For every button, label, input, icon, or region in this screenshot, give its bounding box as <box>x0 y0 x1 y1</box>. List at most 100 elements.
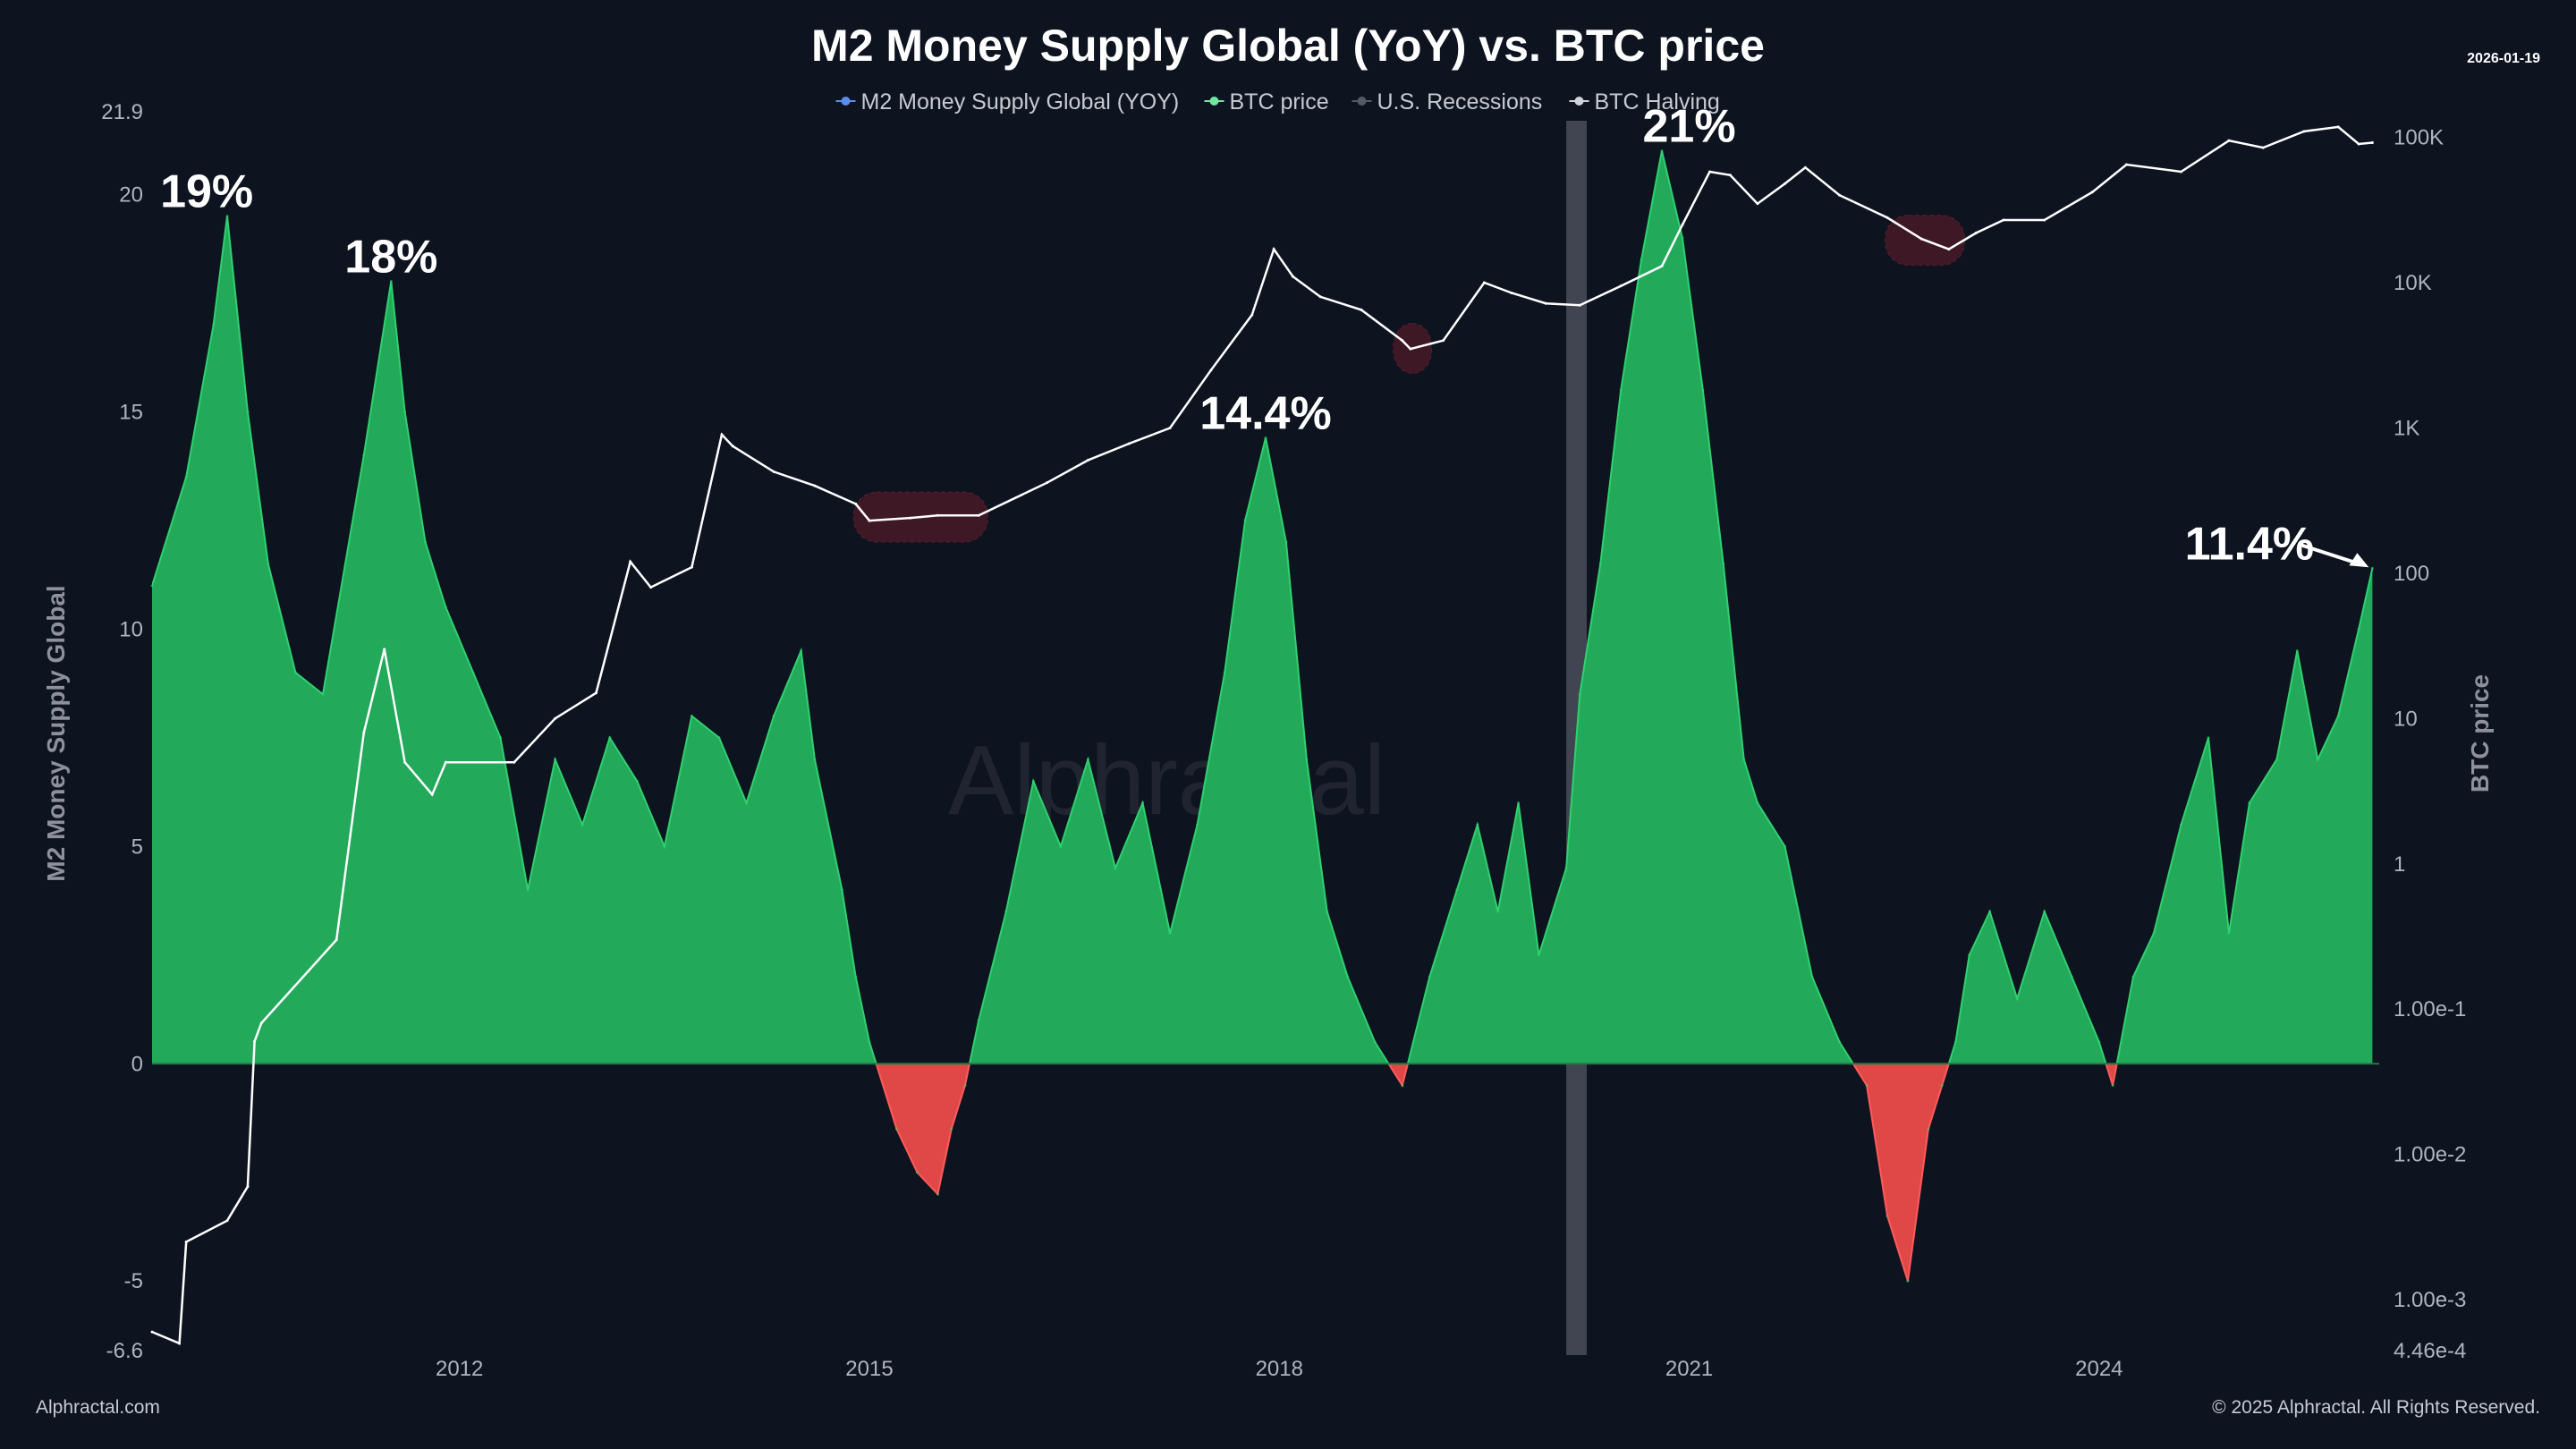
btc-point <box>1209 369 1213 372</box>
m2-point <box>389 280 393 284</box>
m2-point <box>2295 649 2299 653</box>
m2-point <box>772 714 775 717</box>
m2-line-positive <box>152 150 2374 1064</box>
m2-point <box>1681 236 1684 240</box>
btc-point <box>1885 216 1889 219</box>
btc-point <box>259 1021 263 1025</box>
y2-tick-label: 1 <box>2394 852 2405 877</box>
m2-point <box>1810 975 1814 979</box>
m2-point <box>1640 258 1643 261</box>
m2-point <box>526 888 530 892</box>
m2-point <box>1373 1040 1377 1044</box>
btc-point <box>1401 339 1404 343</box>
x-tick-label: 2024 <box>2075 1357 2123 1381</box>
btc-point <box>444 760 447 764</box>
m2-point <box>977 1019 980 1022</box>
m2-point <box>1517 801 1521 805</box>
btc-point <box>2043 218 2046 222</box>
footer-right: © 2025 Alphractal. All Rights Reserved. <box>2212 1397 2540 1418</box>
m2-point <box>321 692 325 696</box>
btc-point <box>1707 170 1711 174</box>
m2-point <box>2248 801 2251 805</box>
y2-tick-label: 1.00e-1 <box>2394 997 2466 1021</box>
m2-point <box>1401 1084 1404 1088</box>
m2-point <box>246 410 250 413</box>
m2-point <box>1783 844 1786 848</box>
m2-point <box>1496 910 1500 913</box>
m2-point <box>2336 714 2340 717</box>
legend-label: BTC Halving <box>1595 89 1720 114</box>
m2-point <box>2097 1040 2101 1044</box>
btc-point <box>184 1240 188 1243</box>
m2-point <box>1031 779 1035 783</box>
plot-area: 21.920151050-5-6.6100K10K1K1001011.00e-1… <box>101 100 2466 1381</box>
legend-label: U.S. Recessions <box>1377 89 1543 114</box>
annotation-arrow-head <box>2349 553 2369 568</box>
m2-point <box>2043 910 2046 913</box>
btc-point <box>854 502 858 505</box>
m2-point <box>800 649 803 653</box>
legend-item-2[interactable]: U.S. Recessions <box>1352 89 1543 114</box>
btc-point <box>1168 426 1172 429</box>
btc-point <box>2179 170 2182 174</box>
btc-point <box>1318 295 1322 299</box>
btc-point <box>720 433 724 436</box>
y2-tick-label: 10 <box>2394 707 2418 731</box>
m2-point <box>2207 736 2210 740</box>
btc-point <box>2002 218 2005 222</box>
m2-point <box>1455 888 1459 892</box>
legend-item-3[interactable]: BTC Halving <box>1569 89 1720 114</box>
m2-point <box>1538 953 1541 957</box>
m2-area-positive <box>152 150 2373 1064</box>
m2-point <box>963 1084 967 1088</box>
m2-point <box>868 1040 871 1044</box>
m2-point <box>2111 1084 2114 1088</box>
btc-point <box>1756 202 1759 206</box>
annotation-label: 11.4% <box>2185 518 2315 570</box>
btc-point <box>1660 265 1664 268</box>
m2-point <box>1243 519 1247 522</box>
btc-point <box>1681 223 1684 226</box>
legend[interactable]: M2 Money Supply Global (YOY) BTC price U.S… <box>835 89 1720 114</box>
y2-tick-label: 1.00e-2 <box>2394 1143 2466 1167</box>
btc-point <box>2124 163 2128 166</box>
btc-point <box>1803 165 1807 169</box>
btc-point <box>2227 139 2231 142</box>
watermark: Alphractal <box>948 725 1385 835</box>
btc-point <box>1272 248 1275 251</box>
m2-point <box>1940 1084 1944 1088</box>
legend-item-0[interactable]: M2 Money Supply Global (YOY) <box>835 89 1180 114</box>
m2-point <box>915 1171 919 1174</box>
m2-point <box>267 562 270 565</box>
legend-label: M2 Money Supply Global (YOY) <box>861 89 1180 114</box>
btc-point <box>1510 291 1513 294</box>
y-tick-label: 5 <box>131 835 143 859</box>
y-tick-label: -6.6 <box>106 1339 143 1363</box>
legend-swatch-dot <box>1357 97 1367 106</box>
m2-point <box>2070 975 2073 979</box>
btc-point <box>772 470 775 473</box>
m2-point <box>1059 844 1063 848</box>
m2-point <box>950 1127 953 1131</box>
btc-point <box>1947 248 1951 251</box>
btc-point <box>430 792 434 796</box>
x-tick-label: 2012 <box>436 1357 483 1381</box>
btc-point <box>225 1219 229 1223</box>
annotation-label: 14.4% <box>1199 387 1331 439</box>
m2-point <box>1004 910 1008 913</box>
y-tick-label: 0 <box>131 1052 143 1076</box>
m2-point <box>444 606 447 609</box>
btc-point <box>2302 130 2306 133</box>
btc-point <box>936 513 939 517</box>
m2-point <box>1906 1279 1910 1283</box>
btc-point <box>403 760 407 764</box>
legend-swatch-dot <box>1574 97 1584 106</box>
btc-point <box>1578 303 1581 307</box>
y2-tick-label: 1.00e-3 <box>2394 1288 2466 1312</box>
legend-swatch-dot <box>841 97 851 106</box>
btc-point <box>1086 458 1089 462</box>
btc-point <box>1838 193 1842 197</box>
legend-item-1[interactable]: BTC price <box>1204 89 1329 114</box>
